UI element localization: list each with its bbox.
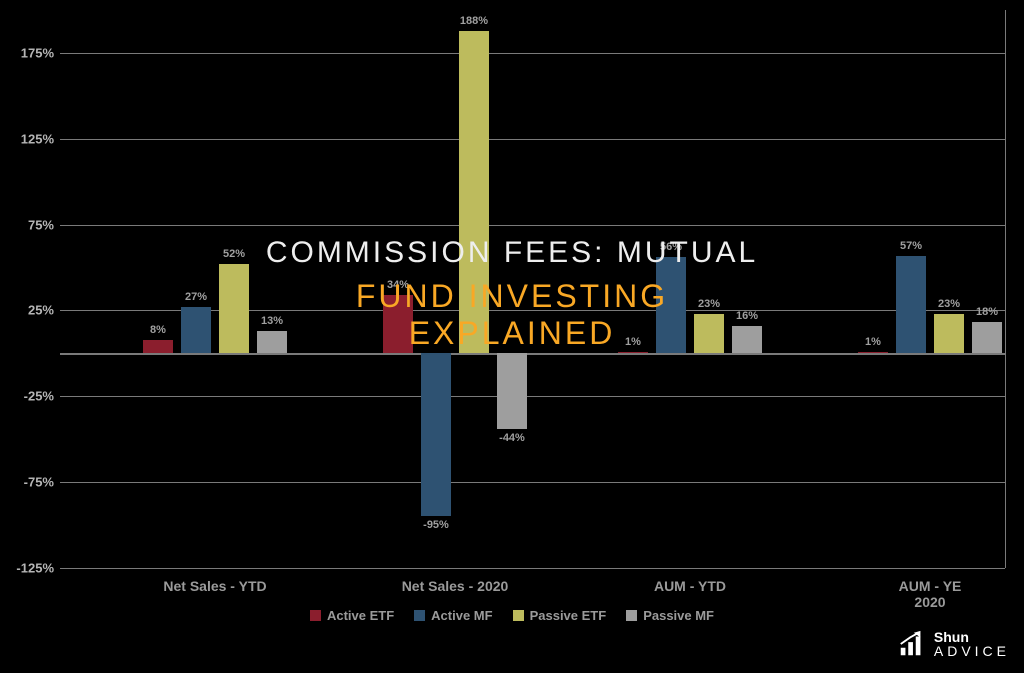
bar [257, 331, 287, 353]
brand-text: Shun ADVICE [934, 630, 1010, 658]
bar-value-label: 57% [881, 240, 941, 252]
legend-label: Active MF [431, 608, 492, 623]
x-category-label: AUM - YE 2020 [883, 578, 977, 610]
y-tick-label: -25% [4, 389, 54, 404]
bar-value-label: -95% [406, 519, 466, 531]
brand-icon [897, 629, 927, 659]
bar [421, 353, 451, 516]
bar-value-label: 18% [957, 306, 1017, 318]
brand-line2: ADVICE [934, 644, 1010, 658]
legend: Active ETF Active MF Passive ETF Passive MF [0, 608, 1024, 626]
bar-value-label: -44% [482, 432, 542, 444]
bar [143, 340, 173, 354]
bar [972, 322, 1002, 353]
legend-label: Active ETF [327, 608, 394, 623]
bar-value-label: 13% [242, 315, 302, 327]
legend-swatch [626, 610, 637, 621]
brand-line1: Shun [934, 630, 1010, 644]
bar [181, 307, 211, 353]
gridline [60, 53, 1005, 54]
gridline [60, 396, 1005, 397]
bar [934, 314, 964, 353]
legend-item: Active ETF [310, 608, 394, 623]
gridline [60, 568, 1005, 569]
y-tick-label: 25% [4, 303, 54, 318]
bar-value-label: 1% [843, 336, 903, 348]
chart-container: 8% 27% 52% 13% 34% -95% 188% -44% 1% 56% 23%16% 1% 5… [0, 0, 1024, 673]
legend-swatch [414, 610, 425, 621]
y-tick-label: 175% [4, 45, 54, 60]
x-category-label: Net Sales - 2020 [402, 578, 509, 594]
legend-item: Active MF [414, 608, 492, 623]
gridline [60, 482, 1005, 483]
bar-value-label: 27% [166, 291, 226, 303]
y-tick-label: -125% [4, 561, 54, 576]
bar [459, 31, 489, 354]
legend-label: Passive MF [643, 608, 714, 623]
y-tick-label: -75% [4, 475, 54, 490]
bar [219, 264, 249, 353]
bar-value-label: 23% [679, 298, 739, 310]
bar-value-label: 34% [368, 279, 428, 291]
x-category-label: AUM - YTD [654, 578, 726, 594]
bar-value-label: 52% [204, 248, 264, 260]
x-category-label: Net Sales - YTD [163, 578, 266, 594]
plot-area: 8% 27% 52% 13% 34% -95% 188% -44% 1% 56% 23%16% 1% 5… [60, 10, 1006, 568]
zero-line [60, 353, 1005, 355]
bar-value-label: 56% [641, 241, 701, 253]
y-tick-label: 125% [4, 131, 54, 146]
bar-value-label: 16% [717, 310, 777, 322]
gridline [60, 225, 1005, 226]
bar [497, 353, 527, 429]
y-tick-label: 75% [4, 217, 54, 232]
bar [858, 352, 888, 354]
bar-value-label: 1% [603, 336, 663, 348]
bar-value-label: 188% [444, 15, 504, 27]
legend-item: Passive MF [626, 608, 714, 623]
bar [618, 352, 648, 354]
bar [732, 326, 762, 353]
bar-value-label: 8% [128, 324, 188, 336]
gridline [60, 139, 1005, 140]
legend-item: Passive ETF [513, 608, 607, 623]
legend-swatch [310, 610, 321, 621]
brand-badge: Shun ADVICE [897, 629, 1010, 659]
legend-swatch [513, 610, 524, 621]
legend-label: Passive ETF [530, 608, 607, 623]
bar [383, 295, 413, 353]
